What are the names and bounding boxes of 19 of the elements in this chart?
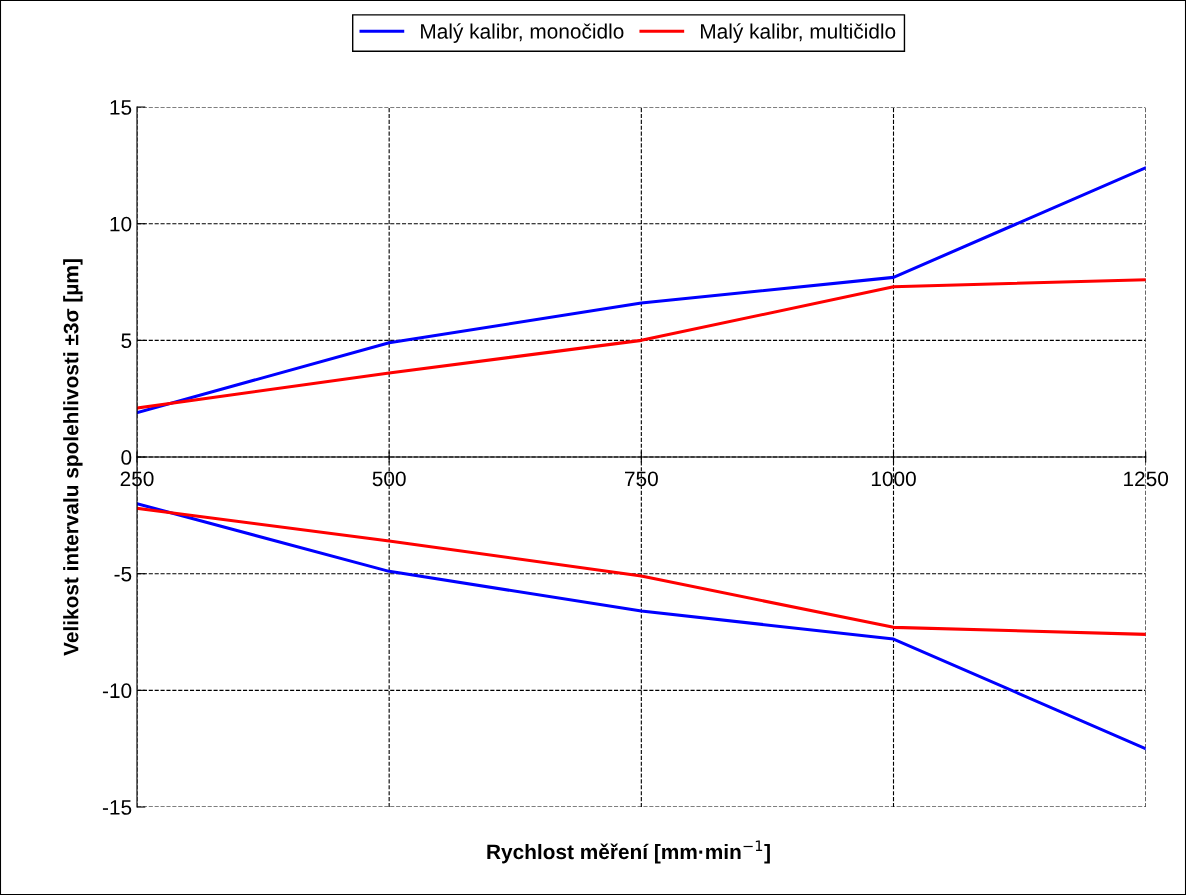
line-series — [136, 502, 1146, 751]
y-tick-label: -10 — [102, 683, 132, 699]
legend-label: Malý kalibr, multičidlo — [701, 23, 896, 43]
y-tick-label: 10 — [110, 216, 132, 232]
line-series — [136, 278, 1146, 410]
x-tick-label: 1000 — [871, 471, 916, 487]
x-axis-title: Rychlost měření [mm·min$^{−1}$] — [487, 840, 770, 864]
y-tick-label: -15 — [102, 800, 132, 815]
x-tick-label: 500 — [372, 471, 406, 487]
x-tick-label: 1250 — [1124, 471, 1169, 487]
y-tick-label: 0 — [121, 450, 132, 465]
y-tick-label: -5 — [114, 566, 132, 582]
line-series — [136, 506, 1146, 636]
x-tick-label: 750 — [625, 471, 658, 487]
legend-label: Malý kalibr, monočidlo — [421, 23, 624, 43]
y-tick-label: 5 — [121, 333, 132, 349]
line-series — [136, 166, 1146, 415]
y-tick-label: 15 — [110, 100, 132, 115]
y-axis-title: Velikost intervalu spolehlivosti ±3σ [µm] — [63, 259, 83, 656]
